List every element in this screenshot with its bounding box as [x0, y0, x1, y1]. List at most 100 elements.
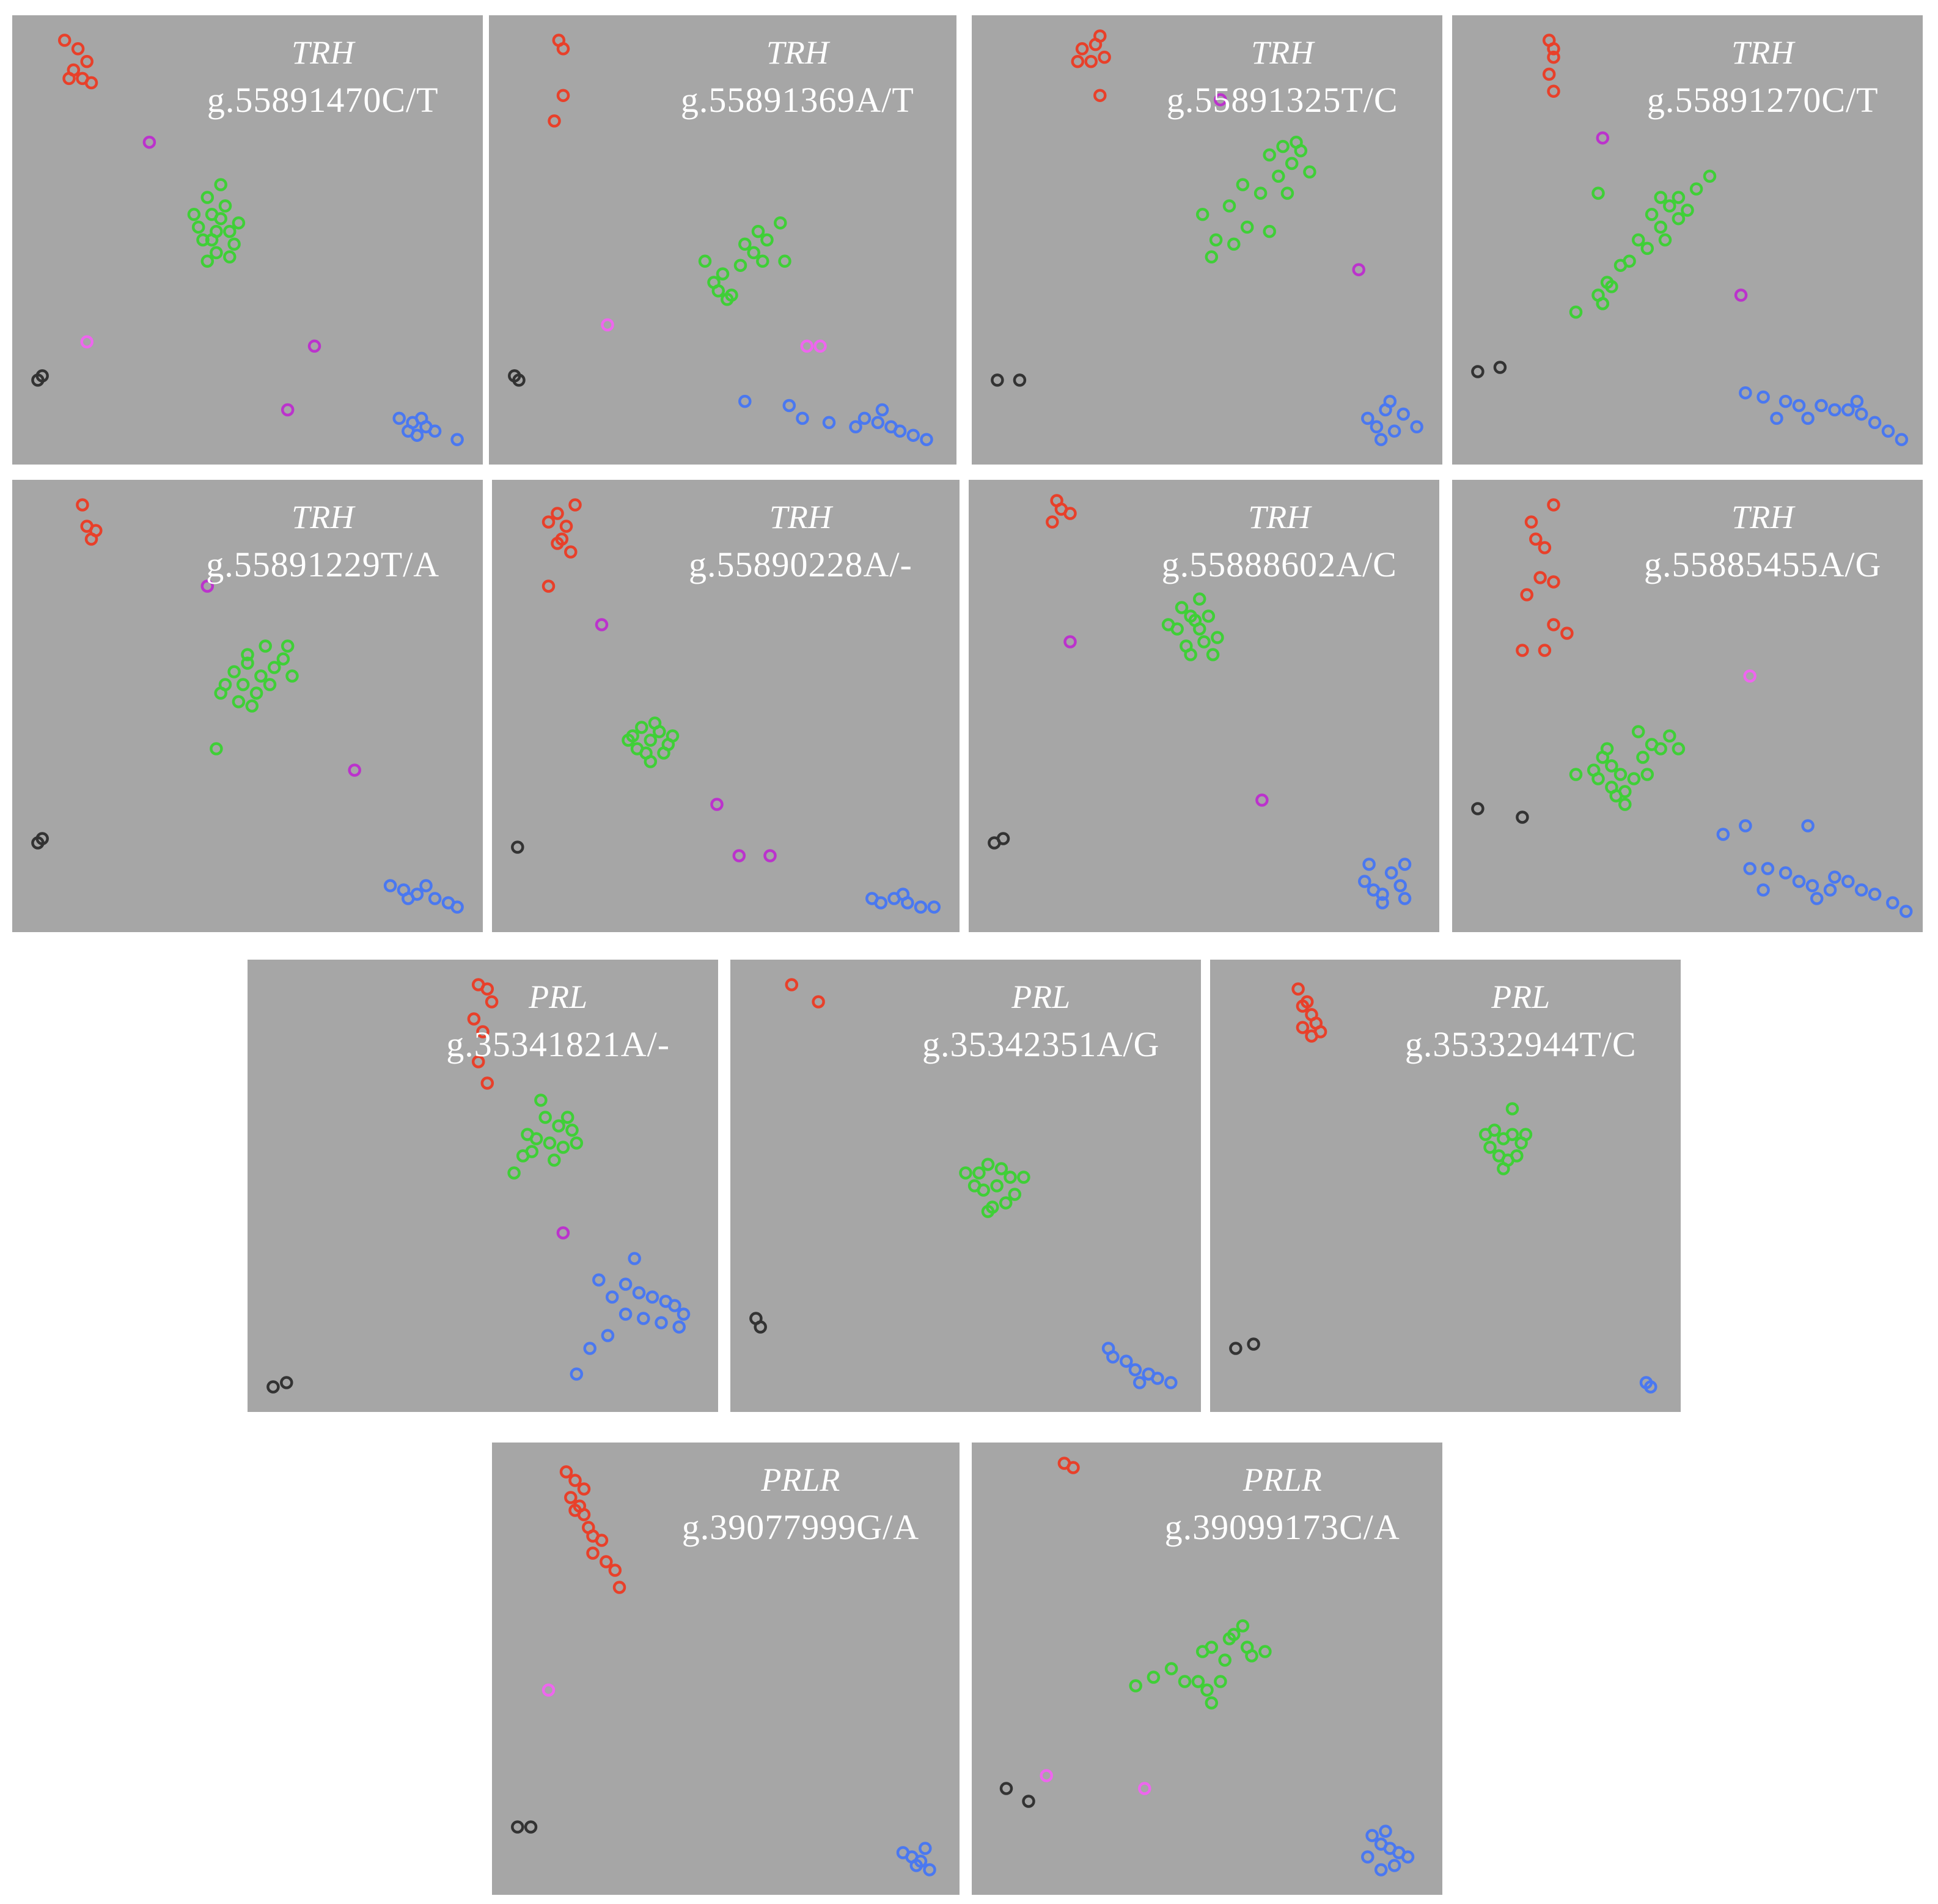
data-point [1841, 875, 1855, 888]
data-point [893, 424, 907, 438]
genotype-cluster [738, 394, 933, 446]
cluster-plot-panel: TRH g.55891369A/T [489, 15, 956, 465]
cluster-plot-svg [999, 1457, 1415, 1876]
data-point [1218, 1653, 1231, 1667]
data-point [1569, 768, 1583, 781]
data-point [236, 678, 250, 691]
data-point [57, 34, 72, 47]
data-point [1703, 169, 1717, 183]
data-point [1129, 1679, 1142, 1693]
data-point [1071, 54, 1085, 68]
data-point [1303, 165, 1316, 179]
genotype-cluster [1214, 93, 1365, 276]
data-point [1881, 424, 1895, 438]
data-point [635, 721, 648, 734]
data-point [1383, 394, 1397, 408]
data-point [1600, 742, 1614, 755]
data-point [218, 199, 232, 213]
data-point [1063, 635, 1077, 649]
data-point [205, 208, 219, 221]
data-point [1291, 982, 1305, 996]
cluster-plot-panel: TRH g.55891229T/A [12, 480, 483, 932]
data-point [1493, 361, 1507, 374]
data-point [1376, 896, 1389, 910]
data-point [1398, 892, 1412, 905]
data-point [618, 1277, 633, 1291]
data-point [232, 695, 246, 708]
data-point [1868, 888, 1882, 901]
data-point [738, 394, 752, 408]
data-point [210, 246, 223, 260]
data-point [1236, 178, 1250, 191]
data-point [1397, 407, 1410, 421]
snp-label: g.55891229T/A [206, 545, 440, 584]
data-point [570, 1136, 584, 1150]
genotype-cluster [1161, 592, 1224, 661]
data-point [559, 520, 573, 533]
data-point [1823, 883, 1837, 897]
data-point [1716, 828, 1730, 841]
data-point [1663, 199, 1676, 213]
data-point [1197, 635, 1211, 649]
genotype-cluster [1229, 1337, 1260, 1355]
cluster-plot-panel: PRL g.35341821A/- [248, 960, 718, 1412]
data-point [981, 1205, 995, 1218]
snp-label: g.35332944T/C [1404, 1024, 1637, 1064]
data-point [981, 1158, 995, 1171]
data-point [1538, 644, 1552, 657]
genotype-cluster [559, 1465, 626, 1594]
genotype-cluster [991, 373, 1027, 387]
data-point [1175, 601, 1189, 614]
cluster-plot-panel: TRH g.55891470C/T [12, 15, 483, 465]
data-point [999, 1782, 1013, 1795]
data-point [1868, 416, 1882, 430]
data-point [967, 1179, 982, 1193]
data-point [1164, 1376, 1178, 1389]
data-point [1618, 798, 1632, 811]
genotype-cluster [749, 1312, 767, 1334]
data-point [1410, 420, 1423, 434]
data-point [1296, 999, 1310, 1013]
data-point [551, 537, 564, 550]
data-point [1263, 224, 1276, 238]
cluster-plot-panel: PRL g.35342351A/G [730, 960, 1201, 1412]
data-point [1222, 1632, 1236, 1645]
data-point [1850, 394, 1864, 408]
data-point [1013, 373, 1027, 387]
data-point [668, 1299, 681, 1312]
data-point [1075, 42, 1089, 56]
data-point [1128, 1363, 1142, 1377]
data-point [1280, 186, 1294, 200]
data-point [875, 403, 889, 417]
data-point [1805, 879, 1819, 892]
data-point [1640, 768, 1654, 781]
data-point [521, 1128, 534, 1141]
cluster-plot-panel: PRLR g.39099173C/A [972, 1443, 1442, 1895]
data-point [849, 420, 862, 434]
data-point [541, 515, 556, 529]
data-point [914, 900, 928, 914]
data-point [223, 250, 237, 264]
data-point [568, 1474, 582, 1487]
data-point [1645, 208, 1659, 221]
data-point [990, 1179, 1004, 1193]
data-point [35, 832, 49, 845]
cluster-plot-panel: TRH g.55888602A/C [969, 480, 1439, 932]
gene-label: TRH [766, 34, 829, 71]
data-point [1358, 875, 1371, 888]
data-point [1600, 276, 1614, 289]
data-point [1376, 888, 1389, 901]
data-point [1743, 669, 1756, 683]
data-point [1313, 1025, 1327, 1038]
data-point [800, 339, 814, 353]
data-point [1828, 870, 1841, 884]
data-point [1214, 1675, 1227, 1688]
data-point [142, 135, 156, 149]
data-point [812, 995, 825, 1009]
data-point [1681, 204, 1694, 217]
data-point [1258, 1645, 1272, 1658]
data-point [1365, 1829, 1379, 1842]
genotype-cluster [31, 832, 49, 850]
data-point [1689, 182, 1703, 196]
gene-label: TRH [1731, 499, 1794, 535]
